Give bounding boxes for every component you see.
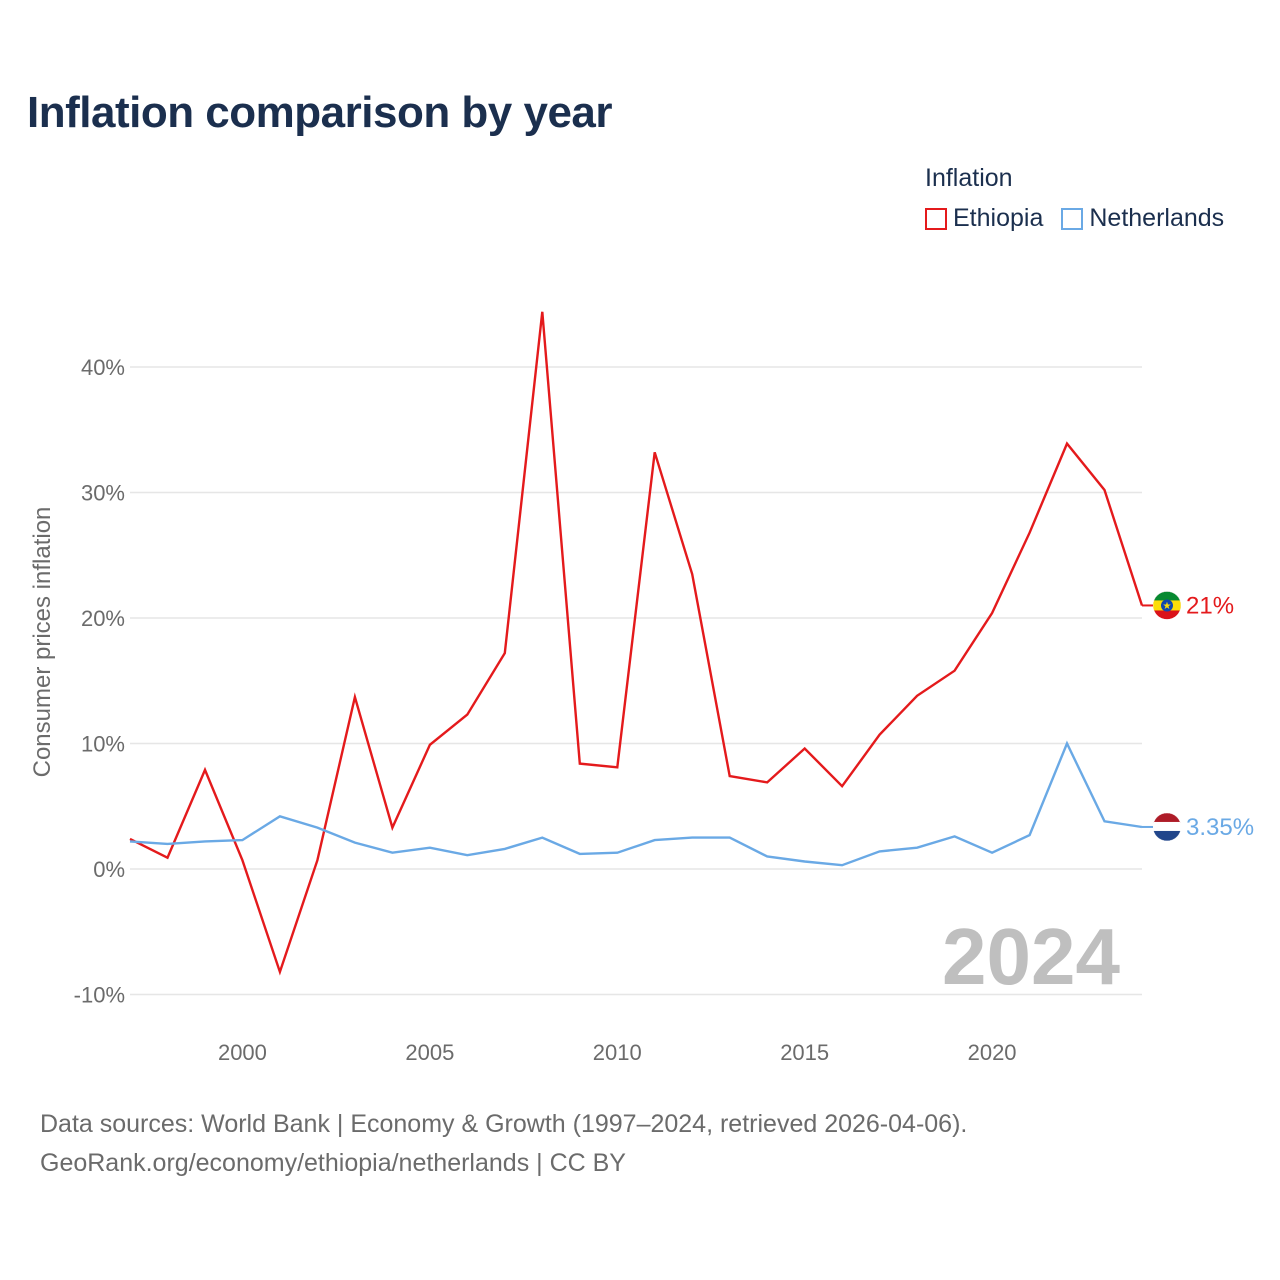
x-tick-label: 2015 [780,1040,829,1065]
end-label-netherlands: 3.35% [1186,814,1254,841]
x-tick-label: 2005 [405,1040,454,1065]
x-tick-label: 2020 [968,1040,1017,1065]
y-tick-label: 10% [81,732,125,757]
chart-title: Inflation comparison by year [27,88,613,137]
ethiopia-flag-icon: ★ [1153,591,1181,620]
legend-title: Inflation [925,164,1013,192]
series-lines [129,311,1144,976]
source-text: Data sources: World Bank | Economy & Gro… [40,1110,968,1138]
y-axis-label: Consumer prices inflation [29,507,56,778]
legend-label-netherlands: Netherlands [1089,204,1225,232]
y-tick-label: 40% [81,355,125,380]
x-tick-labels: 2000 2005 2010 2015 2020 [218,1040,1017,1065]
y-tick-labels: -10% 0% 10% 20% 30% 40% [74,355,125,1008]
svg-text:★: ★ [1163,601,1172,612]
legend-swatch-ethiopia [925,207,947,230]
series-line-netherlands[interactable] [129,740,1143,867]
series-end-markers: ★ 21% 3.35% [1142,591,1254,841]
legend-item-netherlands[interactable]: Netherlands [1061,204,1224,233]
legend-label-ethiopia: Ethiopia [953,204,1044,232]
legend-item-ethiopia[interactable]: Ethiopia [925,204,1043,233]
y-tick-label: 30% [81,481,125,506]
x-tick-label: 2010 [593,1040,642,1065]
footer: Data sources: World Bank | Economy & Gro… [40,1105,967,1183]
legend: Inflation Ethiopia Netherlands [925,162,1224,233]
x-tick-label: 2000 [218,1040,267,1065]
y-tick-label: -10% [74,983,125,1008]
source-link[interactable]: GeoRank.org/economy/ethiopia/netherlands… [40,1149,626,1177]
end-label-ethiopia: 21% [1186,592,1234,619]
year-marker: 2024 [942,912,1120,1001]
legend-swatch-netherlands [1061,207,1084,230]
series-line-ethiopia[interactable] [129,311,1144,976]
netherlands-flag-icon [1153,812,1181,841]
y-tick-label: 20% [81,606,125,631]
grid-lines [130,366,1142,996]
y-tick-label: 0% [93,857,125,882]
